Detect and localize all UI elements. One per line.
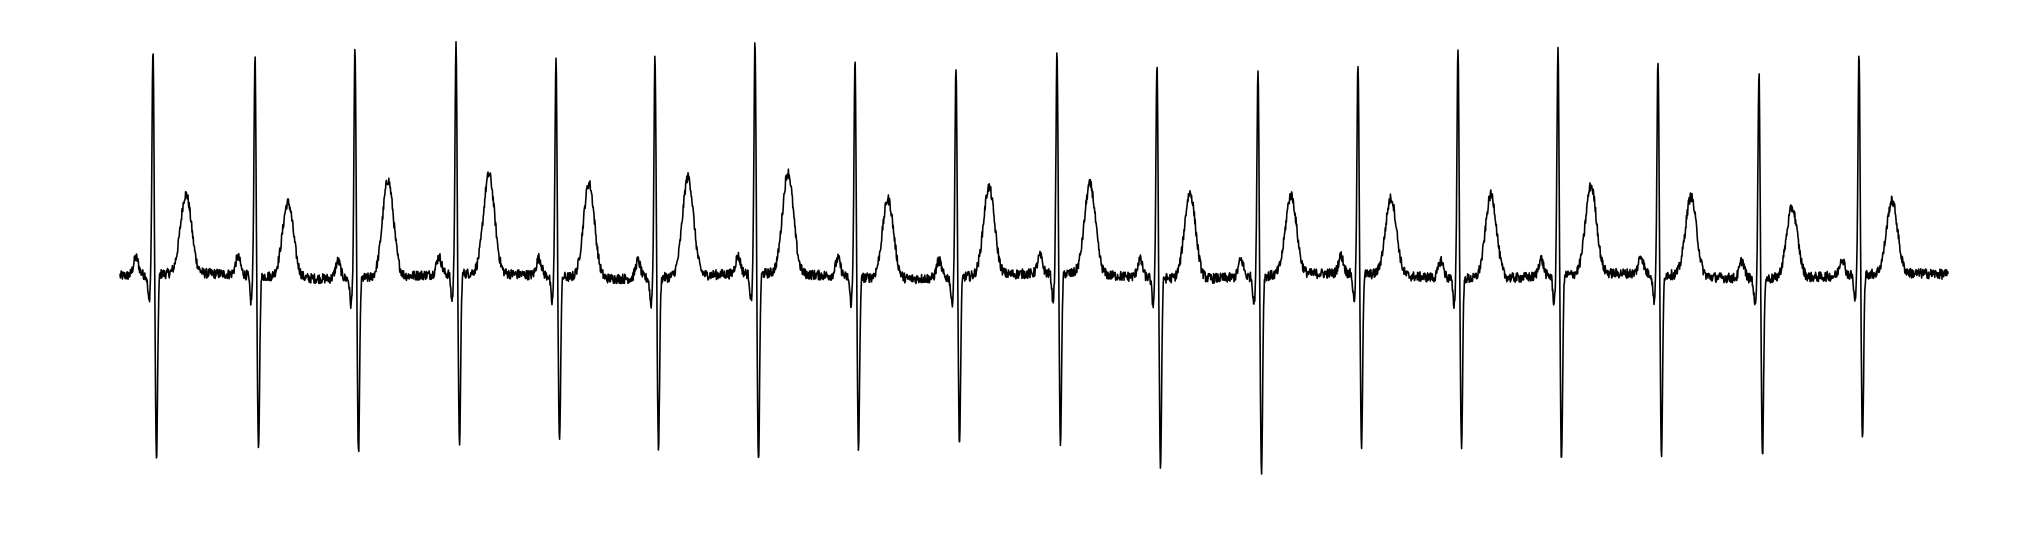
ecg-trace [119, 40, 1949, 475]
ecg-trace-line [119, 40, 1949, 475]
